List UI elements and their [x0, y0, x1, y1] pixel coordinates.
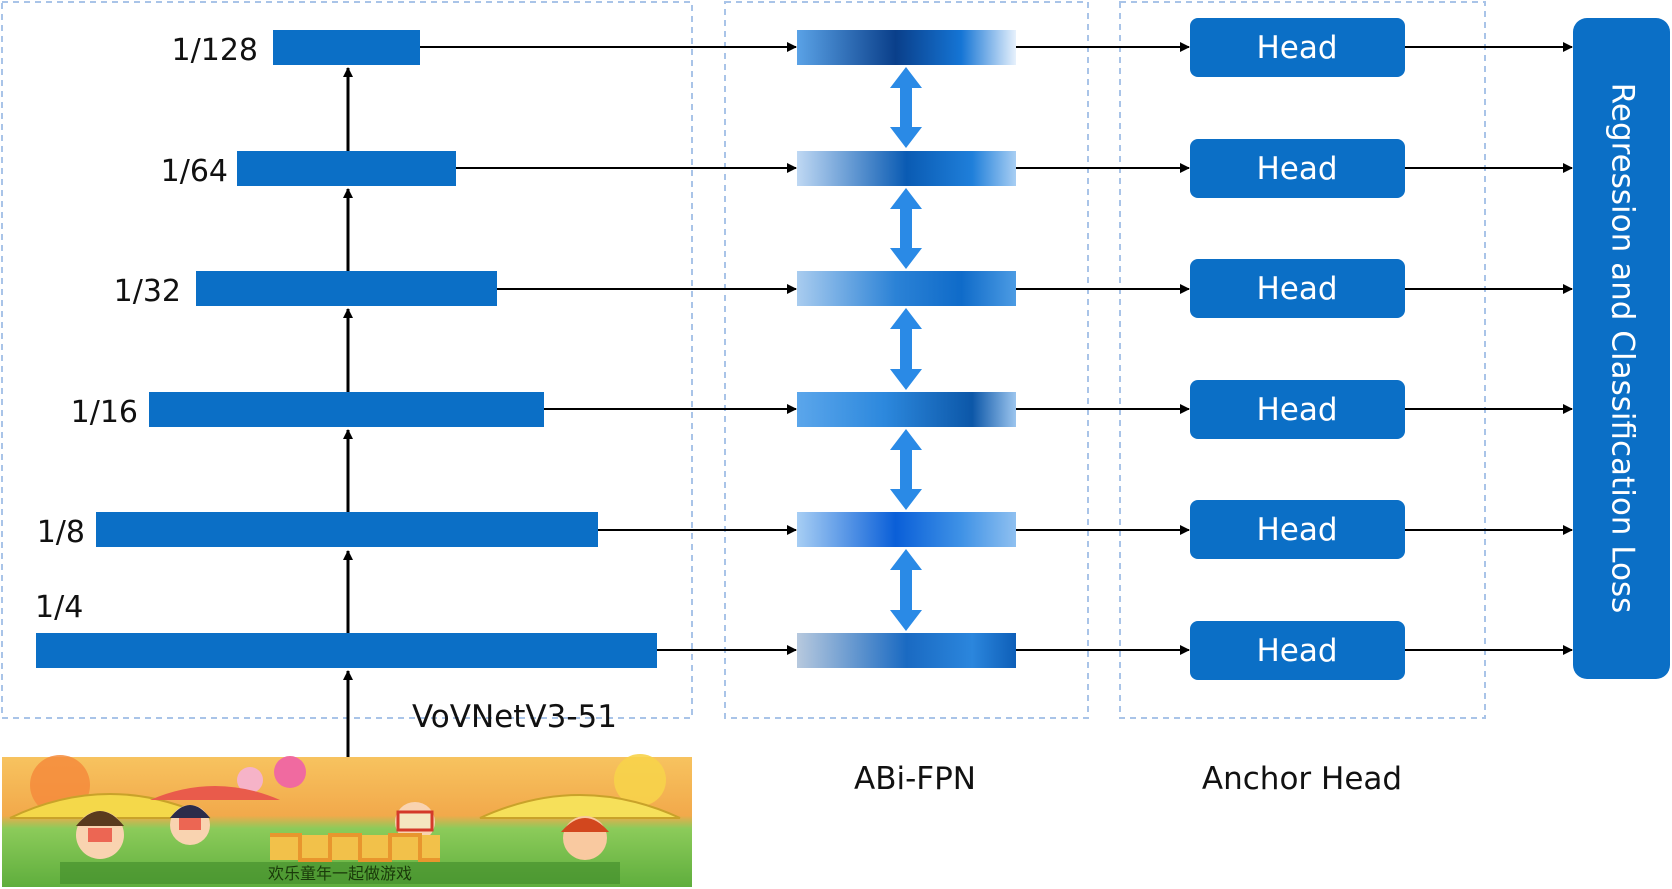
loss-box — [1573, 18, 1670, 679]
backbone-block-1-16 — [149, 392, 544, 427]
head-to-loss-arrows — [1405, 42, 1573, 655]
fpn-title: ABi-FPN — [854, 761, 976, 797]
stage-label-1-16: 1/16 — [71, 395, 138, 430]
fpn-block-1 — [797, 30, 1016, 65]
bidir-arrow-icon — [890, 308, 922, 390]
backbone-title: VoVNetV3-51 — [412, 699, 617, 735]
anchor-head-title: Anchor Head — [1202, 761, 1402, 797]
fpn-block-3 — [797, 271, 1016, 306]
stage-label-1-128: 1/128 — [172, 33, 258, 68]
head-box-1: Head — [1190, 18, 1405, 77]
head-label: Head — [1256, 151, 1337, 187]
bidir-arrow-icon — [890, 429, 922, 510]
loss-label: Regression and Classification Loss — [1605, 83, 1641, 614]
bidir-arrow-icon — [890, 188, 922, 269]
bidir-arrow-icon — [890, 549, 922, 631]
head-label: Head — [1256, 633, 1337, 669]
stage-label-1-8: 1/8 — [37, 515, 85, 550]
fpn-to-head-arrows — [1016, 42, 1190, 655]
stage-label-1-64: 1/64 — [161, 154, 228, 189]
fpn-container — [724, 1, 1089, 719]
cartoon-children-image: 欢乐童年一起做游戏 — [2, 754, 692, 887]
head-box-4: Head — [1190, 380, 1405, 439]
head-label: Head — [1256, 392, 1337, 428]
head-label: Head — [1256, 30, 1337, 66]
fpn-block-2 — [797, 151, 1016, 186]
stage-label-1-32: 1/32 — [114, 274, 181, 309]
bidir-arrow-icon — [890, 67, 922, 148]
fpn-block-5 — [797, 512, 1016, 547]
backbone-block-1-64 — [237, 151, 456, 186]
head-label: Head — [1256, 512, 1337, 548]
head-box-5: Head — [1190, 500, 1405, 559]
image-caption: 欢乐童年一起做游戏 — [268, 864, 412, 883]
fpn-block-4 — [797, 392, 1016, 427]
backbone-block-1-32 — [196, 271, 497, 306]
head-box-3: Head — [1190, 259, 1405, 318]
backbone-to-fpn-arrows — [420, 42, 797, 655]
backbone-block-1-8 — [96, 512, 598, 547]
anchor-head-container — [1119, 1, 1486, 719]
backbone-block-1-128 — [273, 30, 420, 65]
head-label: Head — [1256, 271, 1337, 307]
head-box-2: Head — [1190, 139, 1405, 198]
stage-label-1-4: 1/4 — [35, 590, 83, 625]
fpn-bidirectional-arrows — [890, 67, 922, 631]
fpn-block-6 — [797, 633, 1016, 668]
head-box-6: Head — [1190, 621, 1405, 680]
backbone-block-1-4 — [36, 633, 657, 668]
